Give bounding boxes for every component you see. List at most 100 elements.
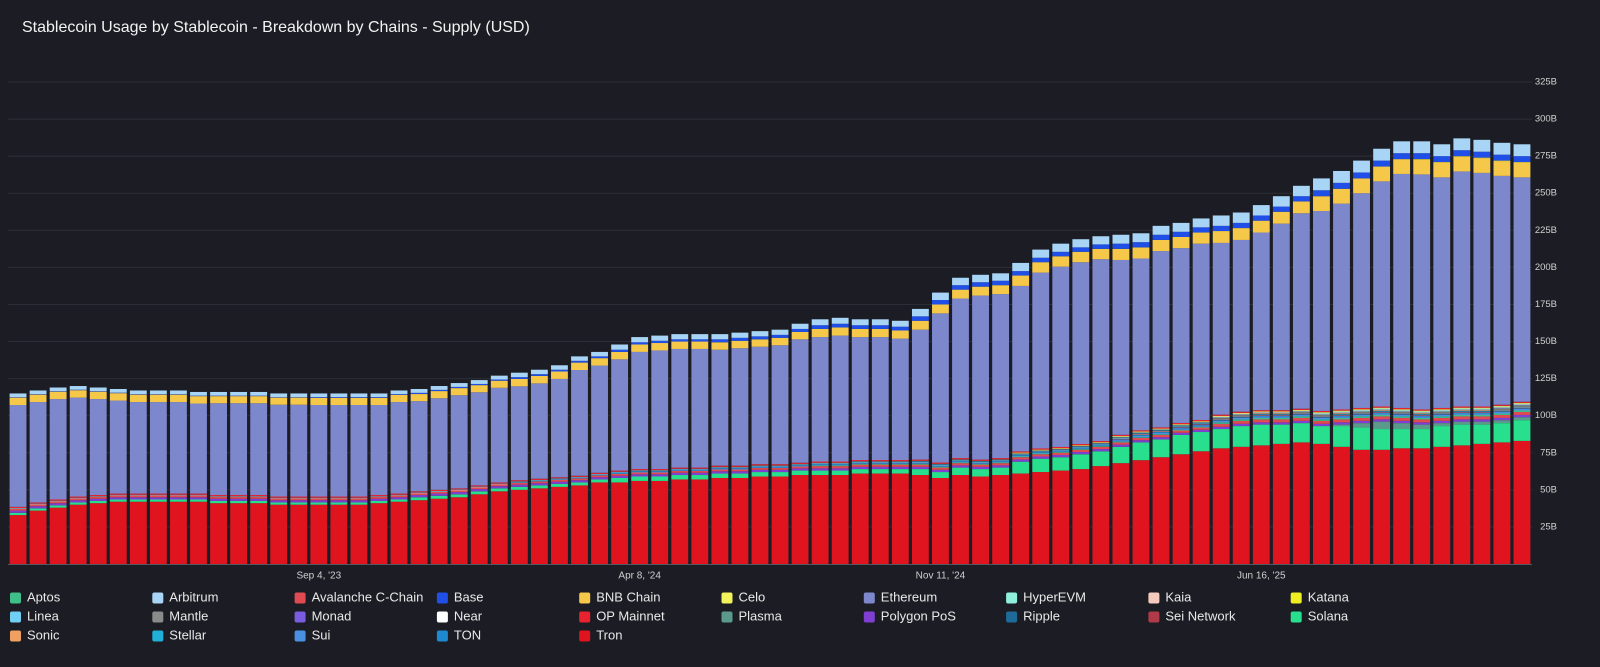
bar-segment — [751, 467, 769, 469]
bar-segment — [891, 460, 909, 462]
bar-segment — [310, 504, 328, 564]
bar-segment — [1433, 420, 1451, 424]
bar-segment — [1172, 434, 1190, 455]
bar-segment — [1152, 239, 1170, 252]
bar-segment — [290, 502, 308, 505]
bar-segment — [109, 493, 127, 495]
bar-segment — [1373, 414, 1391, 417]
bar-segment — [1092, 466, 1110, 564]
bar-segment — [149, 390, 167, 395]
bar-segment — [791, 462, 809, 464]
bar-segment — [410, 500, 428, 564]
bar-segment — [29, 504, 47, 507]
bar-segment — [1072, 444, 1090, 446]
bar-segment — [1493, 404, 1511, 406]
bar-segment — [1353, 414, 1370, 417]
bar-segment — [1453, 407, 1471, 409]
bar-segment — [972, 274, 989, 283]
bar-segment — [1333, 426, 1350, 447]
bar-segment — [571, 475, 588, 477]
bar-segment — [1333, 446, 1350, 564]
bar-segment — [510, 377, 528, 379]
y-tick-label: 75B — [1540, 447, 1557, 458]
bar-segment — [1272, 206, 1290, 212]
bar-segment — [811, 468, 829, 471]
bar-segment — [1292, 201, 1310, 214]
bar-segment — [390, 495, 408, 498]
bar-segment — [1353, 193, 1370, 408]
bar-segment — [69, 504, 87, 564]
bar-segment — [891, 473, 909, 564]
bar-segment — [530, 480, 548, 482]
bar-segment — [1513, 407, 1531, 409]
bar-segment — [831, 468, 849, 471]
bar-segment — [49, 503, 67, 506]
bar-segment — [1092, 449, 1110, 452]
bar-segment — [1232, 423, 1250, 427]
legend-label: Plasma — [739, 608, 783, 623]
bar-segment — [871, 469, 889, 474]
x-tick-label: Sep 4, '23 — [296, 571, 341, 582]
bar-segment — [1453, 171, 1471, 407]
bar-segment — [651, 340, 669, 344]
bar-segment — [1333, 182, 1350, 189]
bar-segment — [230, 391, 248, 396]
bar-segment — [1493, 161, 1511, 176]
bar-segment — [1032, 257, 1050, 263]
bar-segment — [671, 479, 689, 564]
bar-segment — [1393, 448, 1411, 564]
bar-segment — [711, 465, 729, 467]
bar-segment — [270, 502, 288, 505]
bar-segment — [1453, 412, 1471, 414]
bar-segment — [1112, 434, 1130, 437]
bar-segment — [1313, 443, 1330, 564]
bar-segment — [1172, 231, 1190, 237]
bar-segment — [571, 478, 588, 481]
bar-segment — [1433, 409, 1451, 411]
bar-segment — [1132, 442, 1150, 461]
bar-segment — [891, 462, 909, 464]
bar-segment — [210, 496, 227, 499]
bar-segment — [1012, 262, 1030, 272]
bar-segment — [290, 504, 308, 564]
bar-segment — [1132, 434, 1150, 435]
bar-segment — [69, 498, 87, 501]
bar-segment — [350, 393, 368, 398]
bar-segment — [1473, 172, 1491, 407]
bar-segment — [771, 337, 789, 346]
bar-segment — [370, 393, 388, 398]
bar-segment — [831, 475, 849, 564]
bar-segment — [911, 308, 929, 317]
bar-segment — [1373, 421, 1391, 430]
bar-segment — [1172, 424, 1190, 425]
bar-segment — [731, 471, 749, 474]
bar-segment — [1513, 420, 1531, 441]
bar-segment — [9, 397, 27, 406]
bar-segment — [551, 486, 568, 564]
bar-segment — [490, 379, 508, 381]
bar-segment — [932, 466, 949, 468]
bar-segment — [1232, 419, 1250, 421]
bar-segment — [370, 500, 388, 504]
bar-segment — [1152, 225, 1170, 235]
bar-segment — [1333, 188, 1350, 204]
bar-segment — [270, 496, 288, 498]
bar-segment — [330, 496, 348, 498]
bar-segment — [1072, 469, 1090, 564]
bar-segment — [29, 390, 47, 395]
bar-segment — [1353, 420, 1370, 424]
bar-segment — [1152, 434, 1170, 435]
bar-segment — [631, 351, 649, 470]
bar-segment — [1292, 417, 1310, 421]
bar-segment — [571, 480, 588, 483]
bar-segment — [1092, 446, 1110, 450]
bar-segment — [711, 342, 729, 350]
bar-segment — [1112, 444, 1130, 447]
bar-segment — [470, 489, 488, 492]
bar-segment — [1373, 413, 1391, 415]
bar-segment — [992, 462, 1010, 464]
bar-segment — [551, 479, 568, 482]
bar-segment — [751, 336, 769, 340]
legend-label: Mantle — [169, 608, 208, 623]
legend-swatch — [436, 611, 448, 623]
